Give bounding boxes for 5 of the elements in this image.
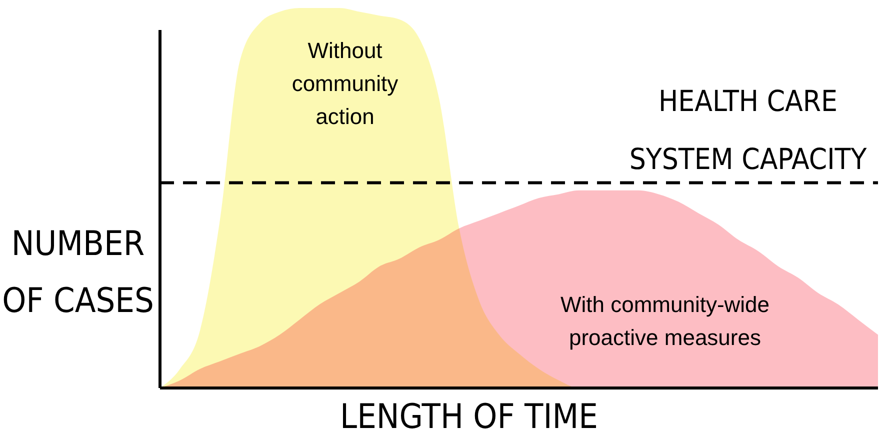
y-axis-title: NUMBER OF CASES	[2, 224, 154, 321]
x-axis-title: LENGTH OF TIME	[340, 397, 598, 437]
series-label: With community-wide proactive measures	[560, 292, 770, 350]
ref-line-label: HEALTH CARE SYSTEM CAPACITY	[629, 84, 868, 176]
series-label: Without community action	[292, 38, 398, 129]
